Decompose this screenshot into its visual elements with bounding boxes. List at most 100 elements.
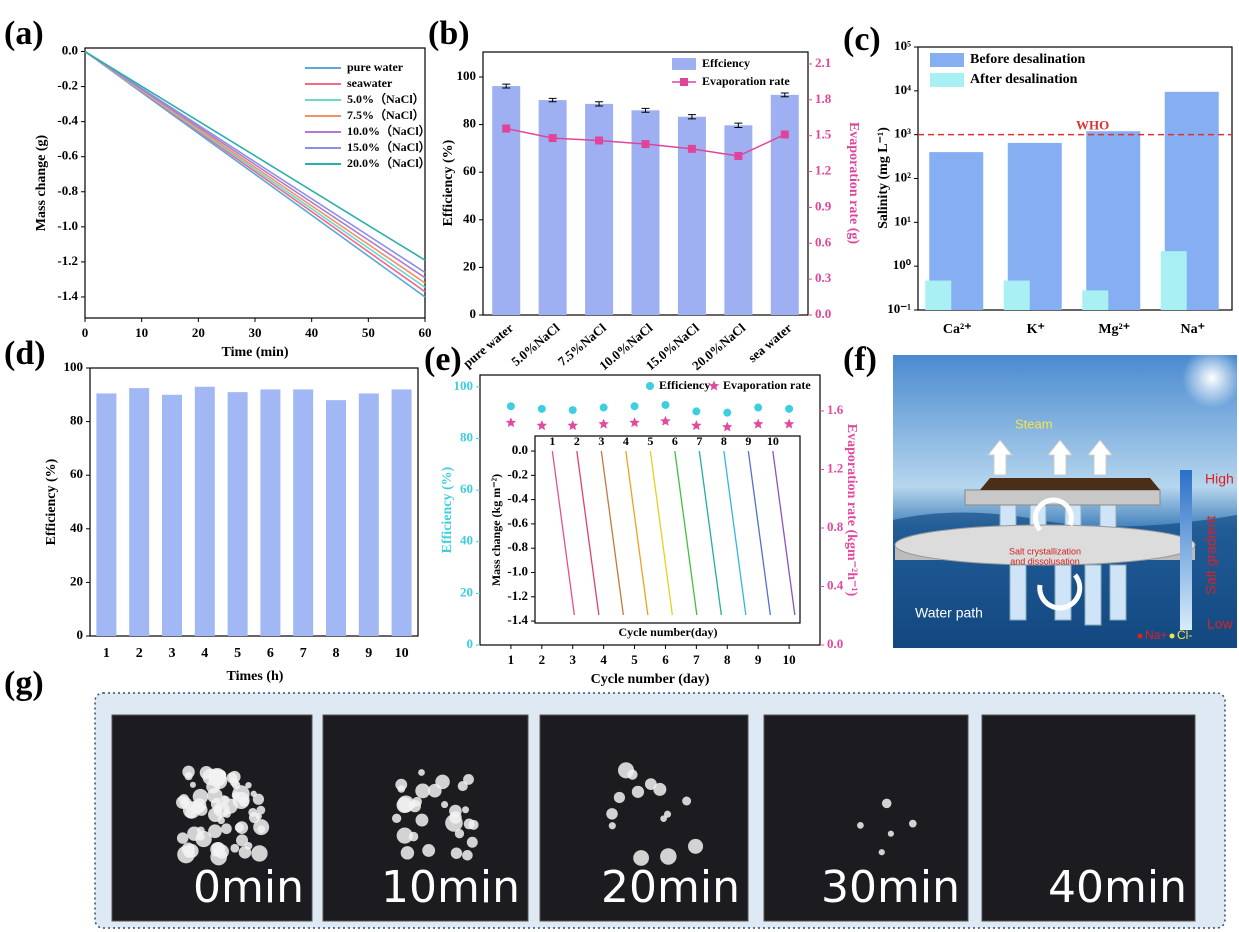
salt-crystal xyxy=(418,769,425,776)
salt-crystal xyxy=(185,808,196,819)
y-tick-label: 0 xyxy=(467,636,474,651)
x-tick-label: 6 xyxy=(267,646,274,661)
salt-crystal xyxy=(221,823,232,834)
diagram-label: and dissolusation xyxy=(1010,556,1080,566)
legend-label: seawater xyxy=(347,76,393,90)
salt-crystal xyxy=(397,827,413,843)
absorber xyxy=(980,478,1160,490)
y2-axis-label: Evaporation rate (g) xyxy=(846,122,861,244)
salt-crystal xyxy=(882,799,892,809)
x-axis-label: Cycle number (day) xyxy=(591,672,710,687)
x-tick-label: Ca²⁺ xyxy=(943,322,972,337)
salt-crystal xyxy=(664,811,671,818)
salt-crystal xyxy=(449,811,461,823)
photo-label: 0min xyxy=(193,862,304,913)
salt-crystal xyxy=(879,849,885,855)
diagram-label: Na+ xyxy=(1145,628,1167,642)
photo-label: 20min xyxy=(601,862,740,913)
y-tick-label: 10³ xyxy=(894,126,911,141)
x-tick-label: K⁺ xyxy=(1027,322,1045,337)
bar xyxy=(925,281,951,310)
x-tick-label: 10 xyxy=(135,325,148,340)
x-tick-label: 3 xyxy=(169,646,176,661)
y-tick-label: 80 xyxy=(463,116,476,131)
legend-swatch xyxy=(930,73,964,87)
y-tick-label: 0 xyxy=(470,306,477,321)
figure: (a) (b) (c) (d) (e) (f) (g) Steam High S… xyxy=(0,0,1239,932)
salt-crystal xyxy=(232,781,240,789)
y-tick-label: 40 xyxy=(463,211,476,226)
marker xyxy=(600,404,608,412)
y-tick-label: -1.0 xyxy=(57,218,78,233)
x-tick-label: 10 xyxy=(767,434,779,448)
y2-tick-label: 2.1 xyxy=(815,55,831,70)
y-tick-label: 20 xyxy=(460,584,473,599)
bar xyxy=(326,400,346,636)
x-tick-label: 1 xyxy=(549,434,555,448)
y-tick-label: 20 xyxy=(463,258,476,273)
y-tick-label: 10⁵ xyxy=(894,38,911,53)
y-tick-label: 60 xyxy=(70,466,83,481)
bar xyxy=(492,86,520,315)
legend-swatch xyxy=(672,58,696,70)
marker xyxy=(538,405,546,413)
marker xyxy=(507,402,515,410)
legend-swatch xyxy=(646,382,654,390)
y2-tick-label: 0.0 xyxy=(827,636,843,651)
salt-crystal xyxy=(177,832,188,843)
marker xyxy=(642,140,650,148)
y-tick-label: 20 xyxy=(70,573,83,588)
x-tick-label: 50 xyxy=(362,325,375,340)
x-tick-label: 0 xyxy=(82,325,89,340)
diagram-label: High xyxy=(1205,471,1234,487)
panel-label: (d) xyxy=(4,335,46,372)
salt-crystal xyxy=(606,808,618,820)
x-tick-label: 10 xyxy=(395,646,409,661)
salt-crystal xyxy=(187,826,201,840)
diagram: Steam High Salt gradient Low Salt crysta… xyxy=(893,348,1239,648)
x-tick-label: 1 xyxy=(508,652,515,667)
bar xyxy=(162,395,182,636)
y-tick-label: 80 xyxy=(70,413,83,428)
ion-dot xyxy=(1138,634,1143,639)
reference-label: WHO xyxy=(1076,118,1109,133)
bar xyxy=(129,388,149,636)
x-tick-label: 5 xyxy=(234,646,241,661)
salt-crystal xyxy=(467,837,478,848)
y-tick-label: -1.2 xyxy=(507,588,528,603)
salt-crystal xyxy=(397,795,414,812)
y-tick-label: -0.6 xyxy=(507,515,528,530)
marker xyxy=(691,420,702,430)
y-tick-label: 10² xyxy=(894,169,911,184)
legend-label: pure water xyxy=(347,60,404,74)
legend-label: Effciency xyxy=(702,56,750,70)
marker xyxy=(661,401,669,409)
y2-axis-label: Evaporation rate (kgm⁻²h⁻¹) xyxy=(844,424,859,597)
y2-tick-label: 0.6 xyxy=(815,234,832,249)
bar xyxy=(771,95,799,315)
x-tick-label: 3 xyxy=(569,652,576,667)
bar xyxy=(195,387,215,636)
diagram-label: Water path xyxy=(915,605,983,621)
legend-label: 15.0%（NaCl） xyxy=(347,139,431,154)
x-tick-label: 7 xyxy=(696,434,702,448)
y-tick-label: 0.0 xyxy=(512,442,528,457)
y-axis-label: Efficiency (%) xyxy=(44,458,59,545)
salt-crystal xyxy=(185,772,193,780)
x-tick-label: 8 xyxy=(721,434,727,448)
bar xyxy=(1161,251,1187,310)
x-tick-label: 4 xyxy=(623,434,629,448)
salt-crystal xyxy=(221,795,227,801)
salt-crystal xyxy=(193,789,208,804)
ion-dot xyxy=(1170,634,1175,639)
legend-label: 10.0%（NaCl） xyxy=(347,123,431,138)
x-tick-label: 4 xyxy=(600,652,607,667)
y-tick-label: -1.4 xyxy=(57,288,78,303)
salt-crystal xyxy=(469,820,479,830)
marker xyxy=(688,145,696,153)
marker xyxy=(568,420,579,430)
x-tick-label: 30 xyxy=(249,325,262,340)
x-tick-label: 60 xyxy=(419,325,432,340)
x-tick-label: 2 xyxy=(574,434,580,448)
x-tick-label: pure water xyxy=(460,320,516,371)
